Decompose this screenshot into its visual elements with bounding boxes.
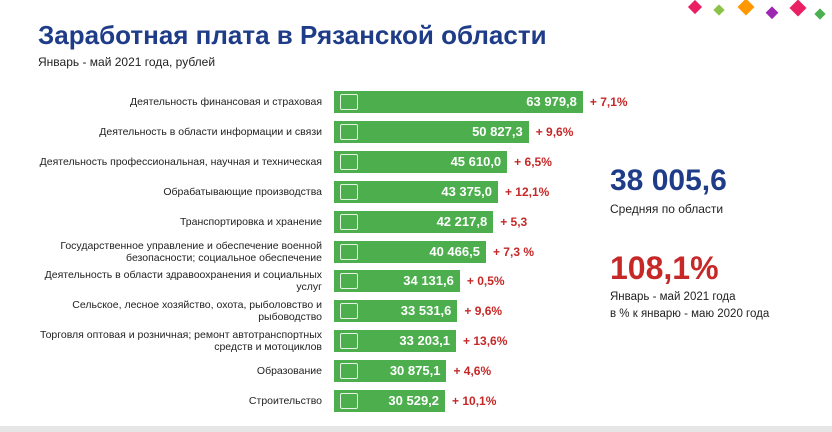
change-label: + 12,1% <box>504 184 550 199</box>
index-label: Январь - май 2021 года <box>610 291 736 303</box>
decoration <box>687 0 826 20</box>
category-label: Сельское, лесное хозяйство, охота, рыбол… <box>72 299 322 324</box>
index-value: 108,1% <box>610 250 719 286</box>
value-label: 45 610,0 <box>450 153 502 169</box>
value-label: 40 466,5 <box>429 243 480 259</box>
bar: 42 217,8 <box>334 210 494 233</box>
bar-icon <box>340 393 358 409</box>
category-label: Государственное управление и обеспечение… <box>60 239 322 264</box>
change-label: + 0,5% <box>466 274 505 289</box>
category-label: Деятельность профессиональная, научная и… <box>39 155 322 168</box>
bar: 34 131,6 <box>334 270 460 293</box>
bar: 45 610,0 <box>334 150 508 173</box>
bar: 30 529,2 <box>334 390 446 412</box>
category-label: Деятельность в области информации и связ… <box>99 125 322 138</box>
value-label: 30 875,1 <box>389 363 441 379</box>
category-label: Строительство <box>248 395 322 407</box>
change-label: + 6,5% <box>514 154 552 169</box>
bar-icon <box>340 94 358 110</box>
bar-icon <box>340 123 358 140</box>
average-label: Средняя по области <box>610 202 724 216</box>
value-label: 50 827,3 <box>472 123 523 139</box>
bar: 50 827,3 <box>334 120 529 143</box>
change-label: + 9,6% <box>464 304 503 319</box>
value-label: 33 531,6 <box>400 303 452 319</box>
average-value: 38 005,6 <box>610 164 727 197</box>
bar-icon <box>340 303 358 320</box>
subtitle: Январь - май 2021 года, рублей <box>38 55 216 69</box>
bar-icon <box>340 153 358 170</box>
bar: 30 875,1 <box>334 360 447 383</box>
change-label: + 9,6% <box>535 124 574 139</box>
change-label: + 4,6% <box>453 364 492 379</box>
bar-icon <box>340 273 358 290</box>
bar-icon <box>340 243 358 260</box>
bar: 33 203,1 <box>334 330 457 353</box>
value-label: 34 131,6 <box>403 273 454 289</box>
category-label: Деятельность в области здравоохранения и… <box>44 269 322 294</box>
index-label: в % к январю - маю 2020 года <box>610 308 770 320</box>
bar: 33 531,6 <box>334 300 458 323</box>
change-label: + 5,3 <box>500 214 528 229</box>
value-label: 43 375,0 <box>441 183 492 199</box>
category-label: Деятельность финансовая и страховая <box>129 96 322 108</box>
bar: 43 375,0 <box>334 180 498 203</box>
change-label: + 7,3 % <box>492 244 534 259</box>
change-label: + 13,6% <box>463 334 508 349</box>
bar: 40 466,5 <box>334 240 486 263</box>
change-label: + 7,1% <box>589 95 628 109</box>
value-label: 63 979,8 <box>526 94 577 109</box>
category-label: Обрабатывающие производства <box>163 185 322 198</box>
change-label: + 10,1% <box>452 394 497 408</box>
bar: 63 979,8 <box>334 91 583 113</box>
footer-band <box>0 426 832 432</box>
title: Заработная плата в Рязанской области <box>38 20 547 50</box>
category-label: Транспортировка и хранение <box>179 215 322 228</box>
bar-icon <box>340 333 358 350</box>
value-label: 33 203,1 <box>399 333 451 349</box>
value-label: 42 217,8 <box>436 213 488 229</box>
bar-icon <box>340 363 358 380</box>
value-label: 30 529,2 <box>388 393 440 408</box>
category-label: Образование <box>256 365 322 378</box>
category-label: Торговля оптовая и розничная; ремонт авт… <box>39 329 322 354</box>
bar-icon <box>340 213 358 230</box>
bar-icon <box>340 183 358 200</box>
